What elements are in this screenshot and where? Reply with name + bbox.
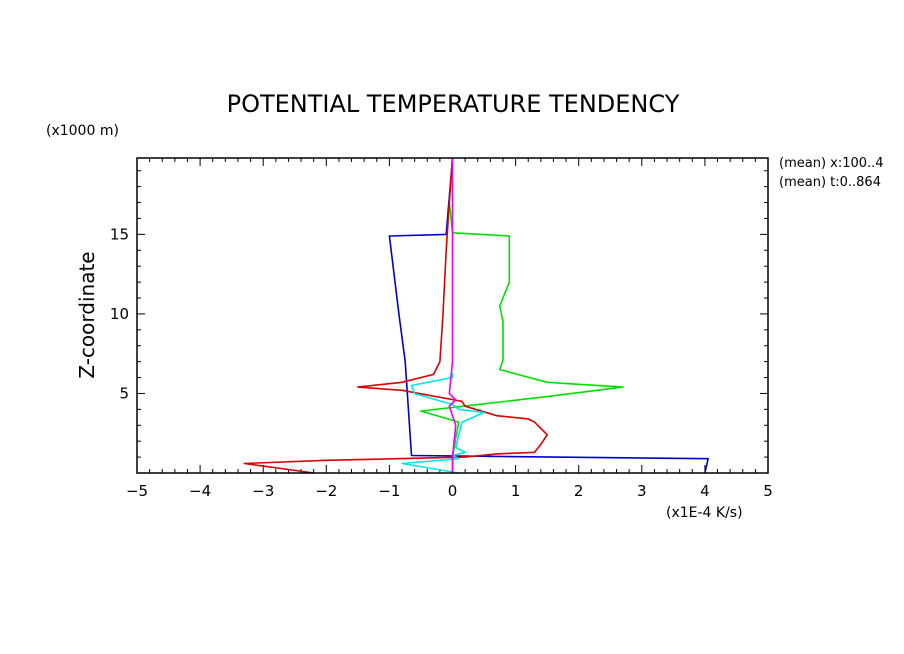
series-line-4	[401, 372, 485, 474]
x-tick-label: −1	[378, 482, 400, 500]
series-line-2	[420, 157, 624, 473]
y-tick-label: 10	[110, 305, 129, 323]
series-line-5	[448, 158, 457, 473]
x-tick-label: 1	[511, 482, 521, 500]
annotation-mean-t: (mean) t:0..864	[779, 175, 881, 190]
x-tick-label: 3	[637, 482, 647, 500]
x-tick-label: −4	[189, 482, 211, 500]
series-line-3	[243, 157, 549, 474]
annotation-mean-x: (mean) x:100..4	[779, 156, 884, 171]
x-tick-label: −2	[315, 482, 337, 500]
series-lines	[243, 157, 709, 474]
plot-frame	[136, 157, 769, 474]
x-tick-label: 0	[448, 482, 458, 500]
x-tick-label: −5	[126, 482, 148, 500]
x-tick-label: 5	[763, 482, 773, 500]
y-tick-label: 5	[119, 384, 129, 402]
y-tick-label: 15	[110, 225, 129, 243]
y-unit-label: (x1000 m)	[46, 123, 119, 139]
chart-title: POTENTIAL TEMPERATURE TENDENCY	[227, 90, 680, 118]
x-tick-label: −3	[252, 482, 274, 500]
x-axis-label: (x1E-4 K/s)	[666, 505, 743, 521]
x-tick-label: 2	[574, 482, 584, 500]
series-line-1	[388, 157, 709, 474]
x-tick-label: 4	[700, 482, 710, 500]
y-axis-label: Z-coordinate	[75, 251, 99, 378]
